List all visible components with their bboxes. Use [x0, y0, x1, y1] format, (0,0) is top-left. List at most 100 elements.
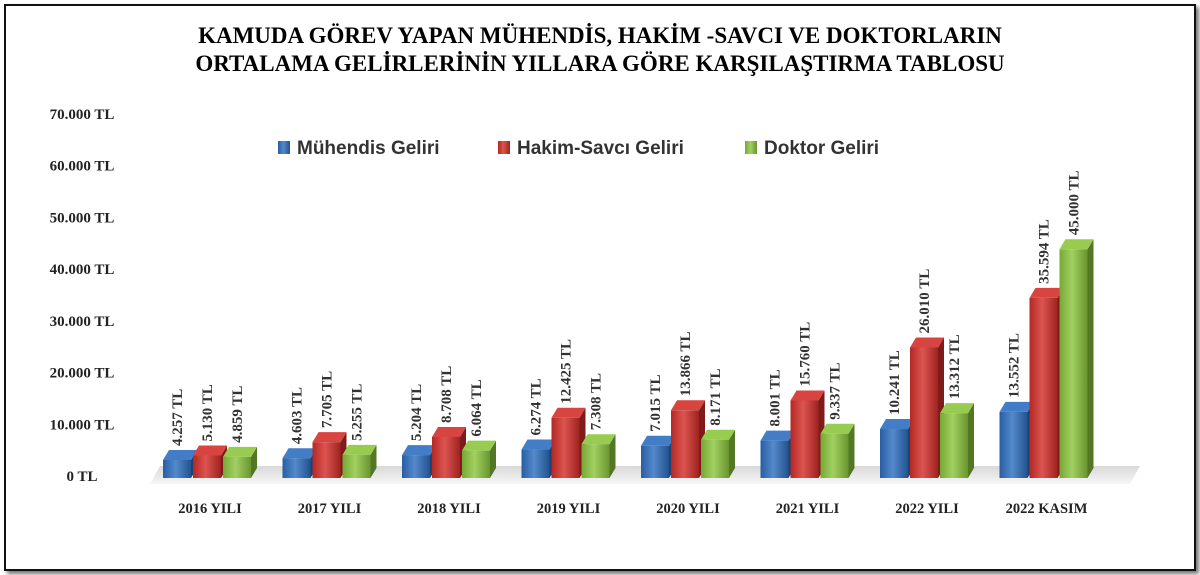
chart-title-line-2: ORTALAMA GELİRLERİNİN YILLARA GÖRE KARŞI… [195, 51, 1005, 76]
y-tick-label: 0 TL [67, 469, 98, 485]
data-label: 5.255 TL [350, 384, 366, 441]
bar-top [790, 390, 825, 401]
data-label: 8.001 TL [768, 369, 784, 426]
bar-front [312, 442, 341, 478]
data-label: 13.312 TL [947, 334, 963, 399]
data-label: 13.866 TL [678, 332, 694, 397]
bar-front [999, 411, 1028, 478]
bar-top [671, 400, 705, 411]
bar-front [193, 455, 221, 478]
bar-top [462, 440, 496, 451]
bar-side [1087, 239, 1094, 478]
chart-title-line-1: KAMUDA GÖREV YAPAN MÜHENDİS, HAKİM -SAVC… [198, 23, 1002, 48]
x-tick-label: 2016 YILI [178, 501, 242, 517]
bar [342, 444, 377, 478]
legend-label: Hakim-Savcı Geliri [517, 138, 684, 159]
data-label: 4.859 TL [230, 386, 246, 443]
bar [1029, 287, 1064, 478]
bar [581, 434, 616, 478]
legend: Mühendis Geliri Hakim-Savcı Geliri Doktor … [278, 138, 879, 159]
bar [551, 407, 586, 478]
bar-front [641, 445, 669, 478]
bar-top [521, 439, 556, 450]
bar [820, 423, 855, 478]
bar-front [223, 456, 251, 478]
bar-front [462, 450, 490, 478]
bar-top [223, 446, 257, 457]
bar-top [641, 435, 675, 446]
bar-top [342, 444, 377, 455]
legend-swatch [278, 141, 290, 154]
bar-front [1029, 297, 1058, 478]
data-label: 9.337 TL [828, 362, 844, 419]
bar-front [940, 413, 968, 478]
bars [163, 239, 1094, 478]
bar-side [968, 403, 974, 478]
data-label: 7.705 TL [320, 371, 336, 428]
bar [701, 429, 735, 478]
bar-side [370, 444, 377, 478]
bar-side [490, 440, 496, 478]
data-label: 5.204 TL [409, 384, 425, 441]
y-tick-label: 70.000 TL [50, 107, 115, 123]
data-label: 7.308 TL [589, 373, 605, 430]
bar [462, 440, 496, 478]
y-tick-label: 60.000 TL [50, 159, 115, 175]
data-label: 35.594 TL [1037, 219, 1053, 284]
data-label: 8.708 TL [439, 366, 455, 423]
bar-top [581, 434, 616, 445]
data-label: 12.425 TL [559, 339, 575, 404]
data-label: 4.603 TL [290, 387, 306, 444]
data-label: 6.064 TL [469, 379, 485, 436]
bar-side [848, 423, 855, 478]
bar-top [193, 445, 227, 456]
bar-top [432, 426, 466, 437]
x-tick-label: 2019 YILI [537, 501, 601, 517]
y-tick-label: 40.000 TL [50, 262, 115, 278]
x-axis: 2016 YILI 2017 YILI 2018 YILI 2019 YILI 2020… [178, 501, 1087, 517]
data-label: 5.130 TL [200, 384, 216, 441]
bar [402, 445, 436, 478]
bar-front [402, 455, 430, 478]
bar-top [163, 449, 197, 460]
x-tick-label: 2018 YILI [417, 501, 481, 517]
data-label: 7.015 TL [648, 374, 664, 431]
bar-front [701, 439, 729, 478]
bar-front [671, 410, 699, 478]
x-tick-label: 2022 KASIM [1006, 501, 1088, 517]
bar-top [551, 407, 586, 418]
bar [1059, 239, 1094, 478]
bar-top [282, 448, 317, 459]
bar-top [1059, 239, 1094, 250]
bar [760, 430, 795, 478]
y-tick-label: 30.000 TL [50, 314, 115, 330]
bar-top [312, 432, 347, 443]
x-tick-label: 2020 YILI [656, 501, 720, 517]
bar-side [609, 434, 616, 478]
y-axis: 0 TL 10.000 TL 20.000 TL 30.000 TL 40.000 TL… [50, 107, 115, 485]
legend-label: Mühendis Geliri [297, 138, 440, 159]
bar [193, 445, 227, 478]
bar-side [251, 446, 257, 478]
bar [521, 439, 556, 478]
legend-swatch [498, 141, 510, 154]
bar-front [820, 433, 849, 478]
data-label: 10.241 TL [887, 350, 903, 415]
y-tick-label: 20.000 TL [50, 366, 115, 382]
y-tick-label: 50.000 TL [50, 210, 115, 226]
data-label: 26.010 TL [917, 269, 933, 334]
y-tick-label: 10.000 TL [50, 417, 115, 433]
data-label: 8.171 TL [708, 368, 724, 425]
x-tick-label: 2021 YILI [776, 501, 840, 517]
bar-front [581, 444, 610, 478]
bar-front [551, 417, 580, 478]
bar-front [760, 440, 789, 478]
bar-top [760, 430, 795, 441]
bar [940, 403, 974, 478]
bar [641, 435, 675, 478]
bar [223, 446, 257, 478]
bar-front [163, 459, 191, 478]
bar-front [880, 429, 908, 478]
bar [880, 419, 914, 478]
